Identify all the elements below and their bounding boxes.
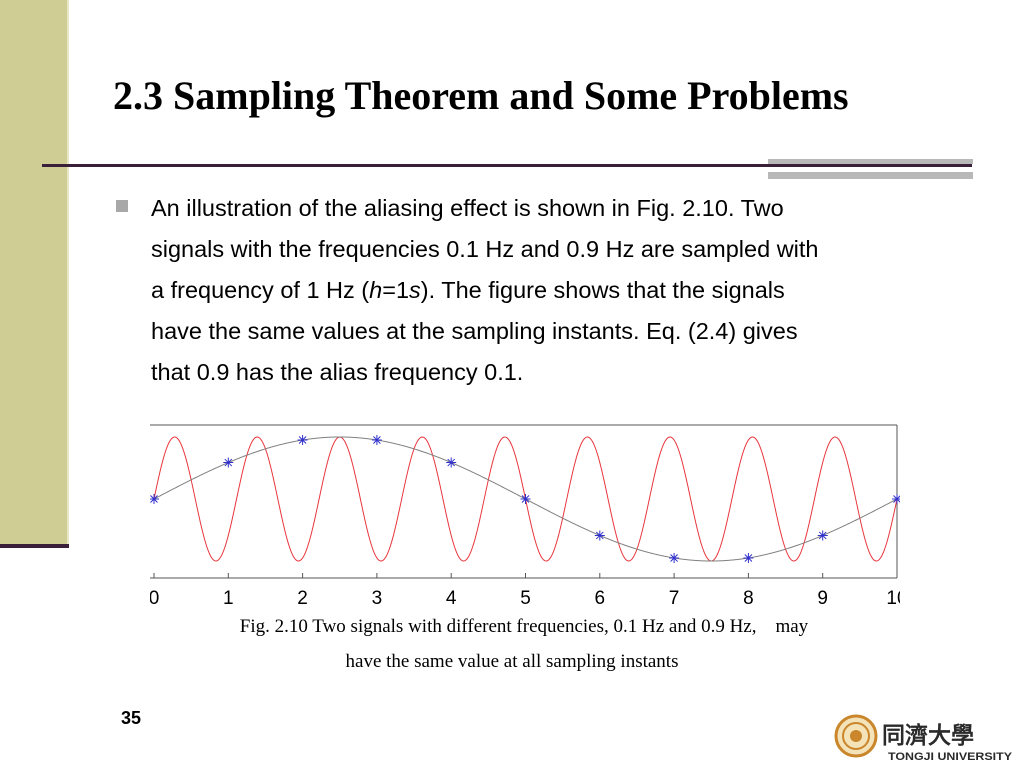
x-tick-label: 10: [886, 588, 907, 609]
title-underline-rule: [42, 164, 972, 167]
tongji-university-logo: 同濟大學 TONGJI UNIVERSITY: [834, 714, 1013, 763]
x-tick-label: 9: [817, 588, 828, 609]
bullet-line-3-eq: =1: [382, 277, 410, 303]
x-tick-label: 6: [595, 588, 606, 609]
sample-marker: [595, 530, 605, 540]
sample-marker: [446, 458, 456, 468]
bullet-line-1: An illustration of the aliasing effect i…: [151, 195, 784, 221]
logo-english-text: TONGJI UNIVERSITY: [888, 751, 1013, 763]
aliasing-plot: 0 1 2 3 4 5 6 7 8 9 10: [150, 420, 910, 610]
bullet-paragraph: An illustration of the aliasing effect i…: [151, 188, 971, 393]
sample-marker: [892, 494, 902, 504]
bullet-square-icon: [116, 200, 128, 212]
sample-marker: [150, 494, 159, 504]
decorative-side-bar: [0, 0, 67, 546]
x-tick-label: 3: [372, 588, 383, 609]
bullet-line-5: that 0.9 has the alias frequency 0.1.: [151, 359, 524, 385]
sample-marker: [818, 530, 828, 540]
sample-marker: [669, 553, 679, 563]
sample-marker: [372, 435, 382, 445]
logo-chinese-text: 同濟大學: [882, 722, 974, 749]
bullet-line-3-before: a frequency of 1 Hz (: [151, 277, 370, 303]
x-tick-label: 4: [446, 588, 457, 609]
bullet-line-2: signals with the frequencies 0.1 Hz and …: [151, 236, 819, 262]
sample-marker: [298, 435, 308, 445]
bullet-line-4: have the same values at the sampling ins…: [151, 318, 798, 344]
x-tick-label: 2: [297, 588, 308, 609]
title-accent-bar-top: [768, 159, 973, 164]
x-tick-label: 0: [150, 588, 159, 609]
bullet-var-s: s: [409, 277, 421, 303]
figure-caption-line-2: have the same value at all sampling inst…: [345, 651, 679, 672]
x-tick-label: 1: [223, 588, 234, 609]
sample-marker: [743, 553, 753, 563]
bullet-line-3-after: ). The figure shows that the signals: [420, 277, 785, 303]
figure-caption-line-1: Fig. 2.10 Two signals with different fre…: [239, 616, 809, 637]
x-tick-label: 5: [520, 588, 531, 609]
x-tick-label: 7: [669, 588, 680, 609]
title-accent-bar-bottom: [768, 172, 973, 179]
bullet-var-h: h: [369, 277, 383, 303]
slide-title: 2.3 Sampling Theorem and Some Problems: [113, 73, 849, 118]
sample-marker: [223, 458, 233, 468]
university-seal-icon: [834, 714, 878, 758]
page-number: 35: [121, 708, 142, 728]
decorative-side-bar-bottom-rule: [0, 544, 69, 548]
x-tick-label: 8: [743, 588, 754, 609]
sample-marker: [521, 494, 531, 504]
decorative-side-bar-edge: [67, 0, 69, 546]
